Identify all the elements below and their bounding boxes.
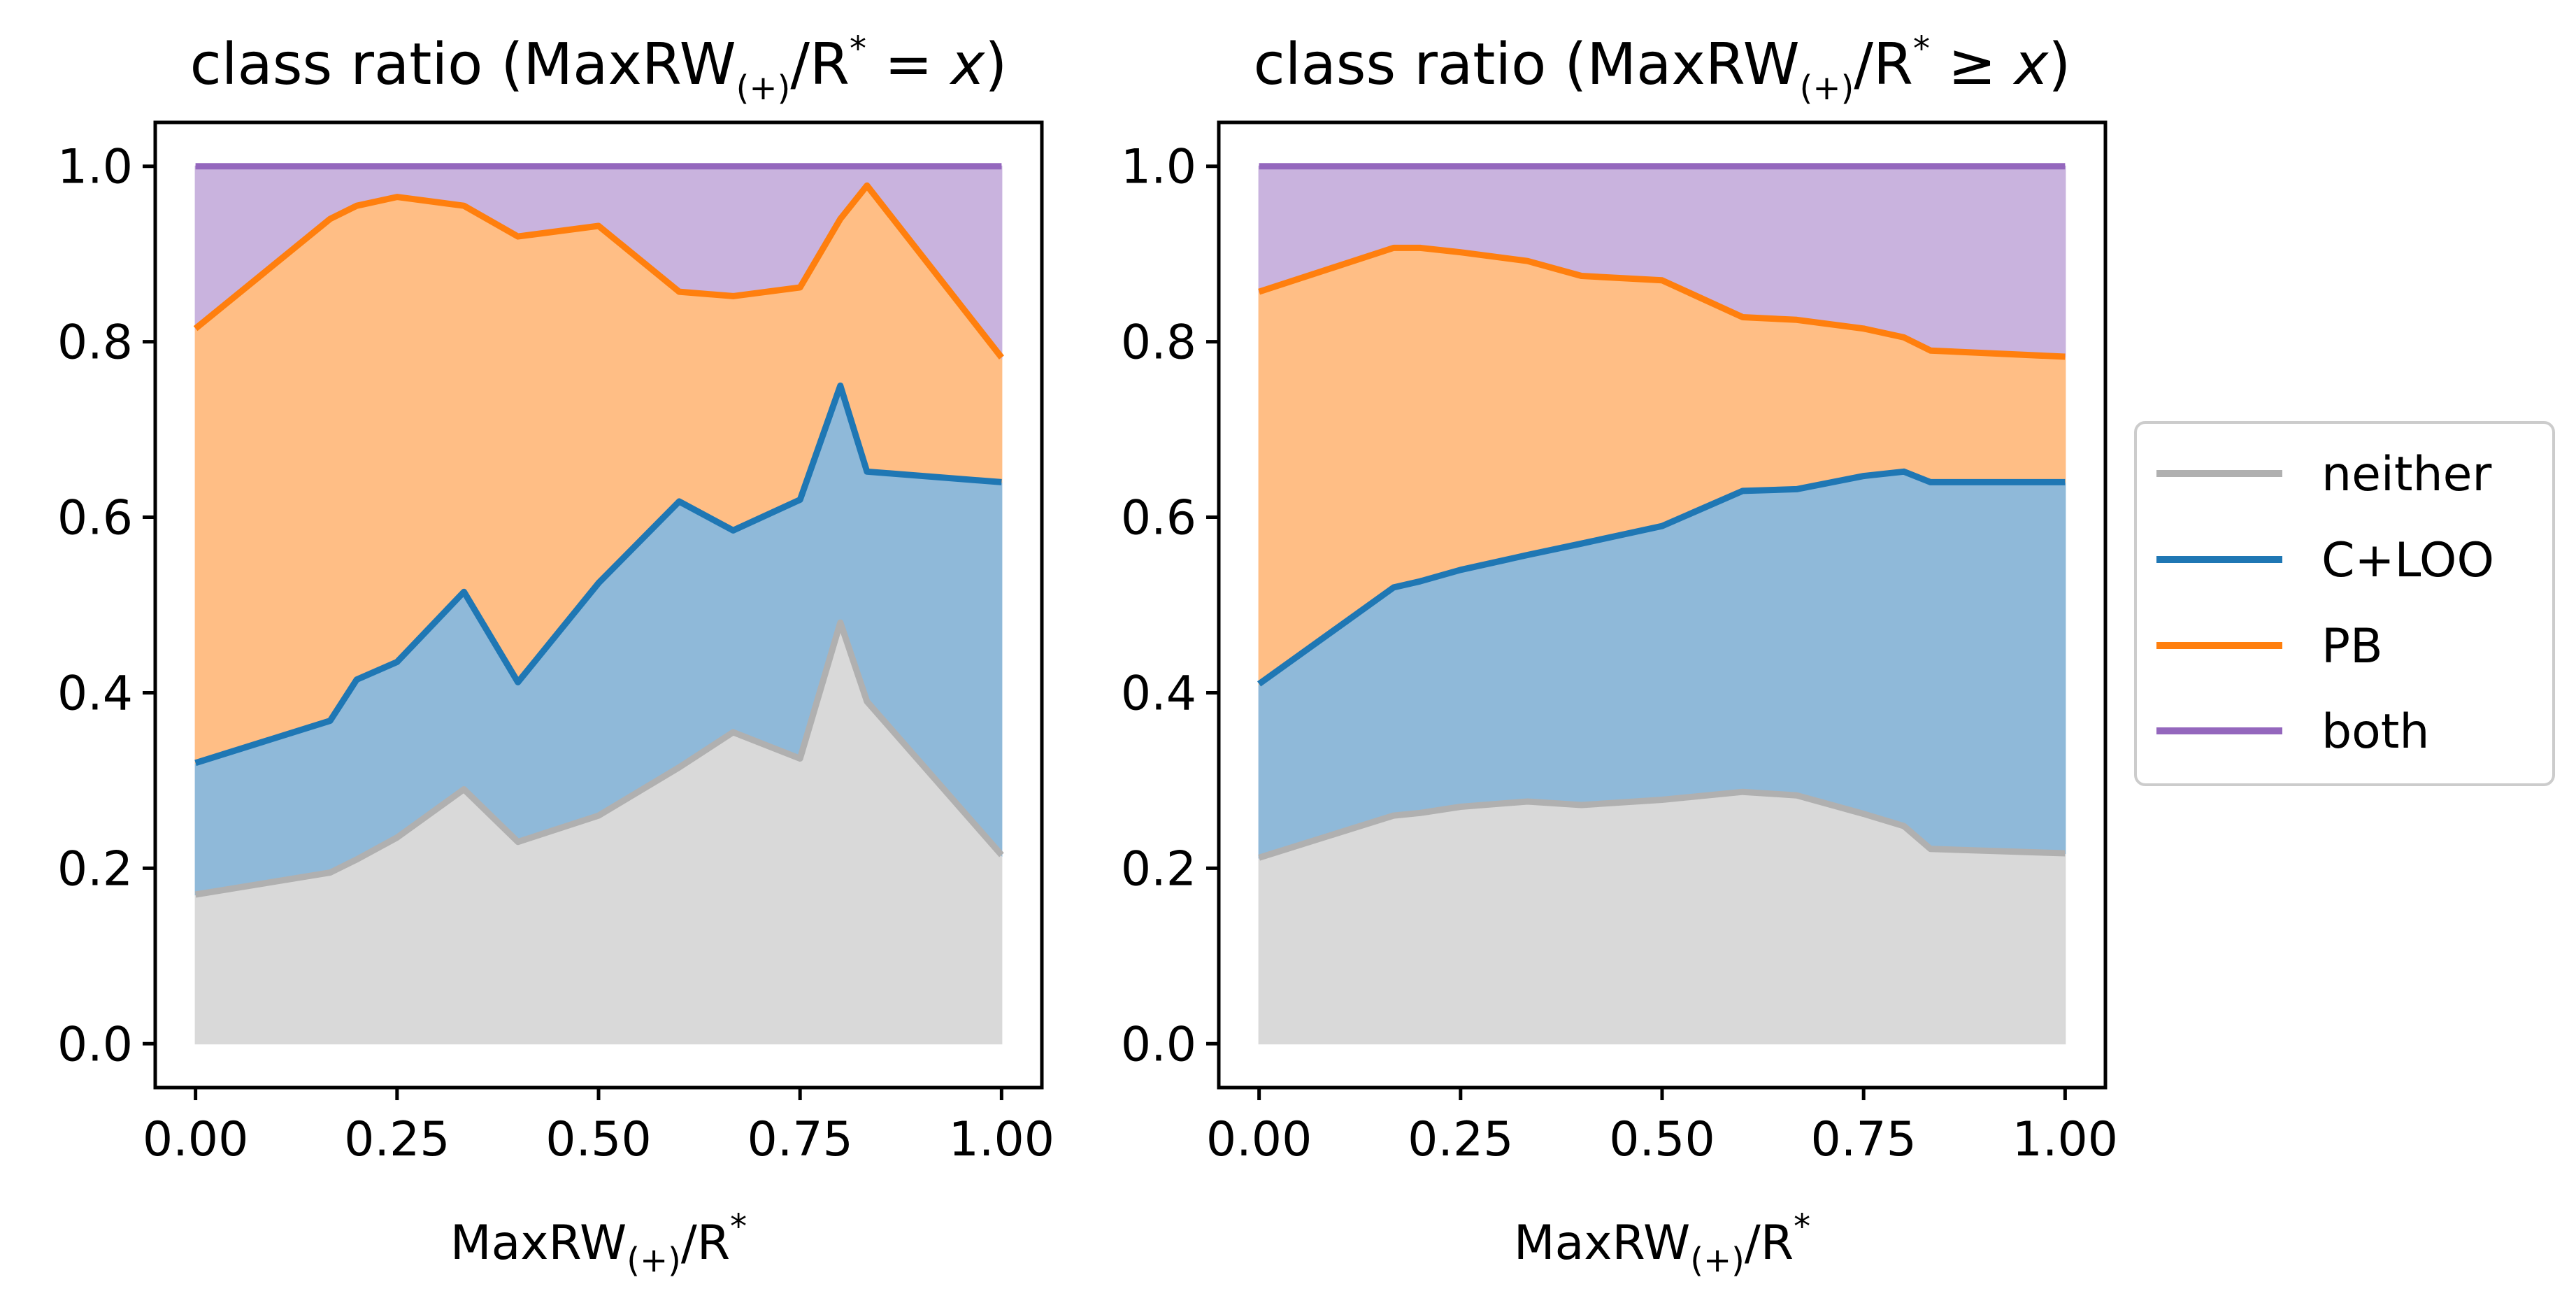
legend-entry-pb: PB (2156, 619, 2383, 674)
y-tick-label-right: 0.2 (1121, 841, 1196, 897)
legend-label-c-loo: C+LOO (2321, 533, 2494, 588)
x-tick-label-left: 0.00 (143, 1112, 248, 1167)
y-tick-label-left: 0.4 (57, 666, 133, 721)
legend-label-pb: PB (2321, 619, 2383, 674)
legend: neither C+LOO PB both (2134, 421, 2555, 786)
x-tick-label-right: 1.00 (2012, 1112, 2118, 1167)
x-axis-label-right: MaxRW(+)/R* (1514, 1207, 1810, 1280)
legend-entry-c-loo: C+LOO (2156, 533, 2494, 588)
line-neither-right (1258, 788, 2066, 861)
legend-frame (2134, 421, 2555, 786)
y-tick-label-left: 0.2 (57, 841, 133, 897)
chart-title-left: class ratio (MaxRW(+)/R* = x) (190, 29, 1008, 108)
x-ticks-left: 0.00 0.25 0.50 0.75 1.00 (143, 1088, 1054, 1167)
line-c-loo-right (1257, 468, 2066, 687)
legend-entry-both: both (2156, 704, 2430, 760)
x-tick-label-right: 0.75 (1810, 1112, 1916, 1167)
x-tick-label-right: 0.50 (1609, 1112, 1715, 1167)
y-tick-label-left: 1.0 (57, 140, 133, 195)
line-neither-left (194, 619, 1004, 898)
y-tick-label-right: 0.4 (1121, 666, 1196, 721)
x-tick-label-left: 0.50 (545, 1112, 651, 1167)
chart-panel-right: 0.00.20.40.60.81.0 0.00 0.25 0.50 0.75 1.00 … (1121, 29, 2118, 1280)
legend-label-neither: neither (2321, 447, 2491, 502)
y-tick-label-right: 1.0 (1121, 140, 1196, 195)
lines-right (1257, 163, 2066, 861)
chart-title-right: class ratio (MaxRW(+)/R* ≥ x) (1254, 29, 2071, 108)
legend-label-both: both (2321, 704, 2430, 760)
chart-panel-left: 0.00.20.40.60.81.0 0.00 0.25 0.50 0.75 1.00 … (57, 29, 1054, 1280)
areas-left (194, 165, 1003, 1045)
x-axis-label-left: MaxRW(+)/R* (450, 1207, 747, 1280)
y-tick-label-left: 0.0 (57, 1017, 133, 1072)
line-pb-left (193, 182, 1004, 359)
legend-entry-neither: neither (2156, 447, 2491, 502)
x-tick-label-right: 0.25 (1408, 1112, 1513, 1167)
areas-right (1258, 165, 2066, 1045)
x-tick-label-left: 1.00 (949, 1112, 1054, 1167)
x-tick-label-left: 0.75 (747, 1112, 852, 1167)
x-tick-label-right: 0.00 (1206, 1112, 1312, 1167)
y-ticks-right: 0.0 0.2 0.4 0.6 0.8 1.0 (1121, 140, 1219, 1072)
lines-left (193, 163, 1004, 898)
y-tick-label-left: 0.6 (57, 491, 133, 546)
x-tick-label-left: 0.25 (344, 1112, 450, 1167)
y-tick-label-right: 0.6 (1121, 491, 1196, 546)
y-ticks-left: 0.0 0.2 0.4 0.6 0.8 1.0 (57, 140, 155, 1072)
y-tick-label-right: 0.8 (1121, 315, 1196, 371)
line-pb-right (1258, 244, 2066, 360)
x-ticks-right: 0.00 0.25 0.50 0.75 1.00 (1206, 1088, 2118, 1167)
y-tick-label-left: 0.8 (57, 315, 133, 371)
line-c-loo-left (194, 382, 1002, 767)
y-tick-label-right: 0.0 (1121, 1017, 1196, 1072)
